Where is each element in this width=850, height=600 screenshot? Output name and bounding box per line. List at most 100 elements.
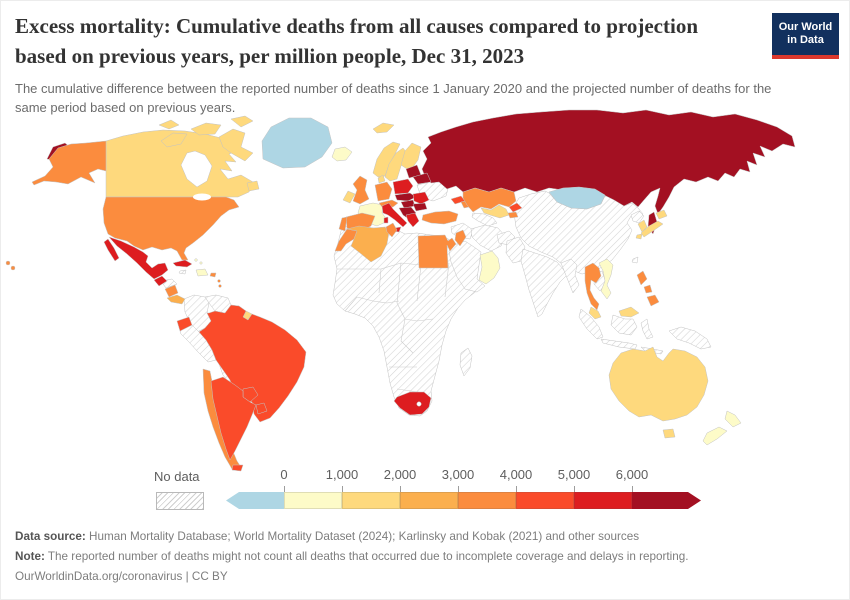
country-myanmar[interactable]: [560, 258, 580, 294]
legend-bin-5000_6000[interactable]: [574, 492, 632, 509]
country-russia[interactable]: [421, 109, 796, 215]
country-united-kingdom[interactable]: [352, 175, 370, 205]
country-japan-kyushu[interactable]: [635, 233, 643, 240]
country-czechia-slovakia[interactable]: [394, 192, 417, 202]
country-italy[interactable]: [381, 202, 408, 228]
country-germany[interactable]: [374, 181, 393, 202]
country-mexico[interactable]: [108, 236, 169, 280]
country-south-korea[interactable]: [637, 219, 648, 233]
country-malaysia[interactable]: [588, 306, 602, 320]
country-belarus[interactable]: [412, 172, 432, 185]
country-algeria[interactable]: [346, 225, 390, 263]
country-iran[interactable]: [470, 224, 506, 252]
country-canada[interactable]: [105, 129, 254, 198]
legend-bin-above_6000[interactable]: [632, 492, 701, 509]
legend-bin-2000_3000[interactable]: [400, 492, 458, 509]
country-svalbard[interactable]: [372, 122, 395, 134]
country-puerto-rico[interactable]: [209, 272, 217, 278]
country-philippines-luzon[interactable]: [636, 270, 648, 286]
country-argentina-tdf[interactable]: [231, 464, 244, 472]
country-madagascar[interactable]: [459, 347, 473, 377]
country-mongolia[interactable]: [548, 186, 606, 210]
country-kyrgyzstan[interactable]: [508, 202, 523, 213]
country-sub-saharan-africa[interactable]: [332, 224, 483, 417]
country-ecuador[interactable]: [176, 316, 193, 332]
country-indonesia-java[interactable]: [600, 338, 638, 350]
country-saudi-arabia[interactable]: [448, 240, 486, 293]
country-papua-new-guinea[interactable]: [668, 326, 712, 350]
country-kazakhstan[interactable]: [462, 187, 517, 213]
country-israel-lebanon[interactable]: [454, 229, 467, 247]
country-ireland[interactable]: [342, 190, 356, 204]
country-denmark[interactable]: [377, 174, 386, 184]
country-bahamas-2[interactable]: [199, 261, 203, 265]
country-canada-arctic-3[interactable]: [218, 128, 254, 162]
country-australia[interactable]: [608, 346, 709, 422]
country-poland[interactable]: [392, 178, 414, 195]
country-guatemala[interactable]: [153, 275, 168, 287]
country-brazil[interactable]: [198, 304, 307, 423]
citation-line[interactable]: OurWorldinData.org/coronavirus | CC BY: [15, 570, 228, 583]
country-tunisia[interactable]: [385, 222, 398, 238]
country-new-zealand-south[interactable]: [702, 426, 728, 446]
country-turkey[interactable]: [421, 210, 459, 225]
great-lakes: [193, 193, 211, 201]
country-malaysia-borneo[interactable]: [618, 306, 640, 318]
country-greece[interactable]: [405, 212, 420, 228]
legend-bin-3000_4000[interactable]: [458, 492, 516, 509]
country-argentina[interactable]: [210, 376, 257, 461]
country-jamaica[interactable]: [178, 269, 187, 275]
country-lesser-antilles-2[interactable]: [218, 284, 222, 288]
owid-logo[interactable]: Our World in Data: [772, 13, 839, 59]
country-cuba[interactable]: [172, 259, 193, 268]
country-canada-arctic-2[interactable]: [190, 122, 222, 136]
country-australia-tasmania[interactable]: [662, 428, 676, 439]
country-indonesia-sulawesi[interactable]: [640, 318, 654, 340]
country-vietnam[interactable]: [598, 258, 614, 300]
country-new-zealand-north[interactable]: [724, 410, 742, 428]
country-philippines-visayas[interactable]: [643, 284, 653, 294]
country-canada-arctic-4[interactable]: [158, 119, 180, 130]
country-dominican-republic[interactable]: [195, 268, 209, 277]
country-tajikistan[interactable]: [507, 211, 519, 219]
country-indonesia-sumatra[interactable]: [578, 308, 604, 340]
country-hawaii-1[interactable]: [5, 260, 11, 266]
country-finland[interactable]: [400, 142, 422, 172]
country-japan-hokkaido[interactable]: [655, 209, 668, 220]
legend-bin-1000_2000[interactable]: [342, 492, 400, 509]
legend-no-data-swatch[interactable]: [156, 492, 204, 510]
country-oman-yemen[interactable]: [478, 250, 501, 285]
country-romania[interactable]: [412, 191, 430, 205]
country-hawaii-2[interactable]: [10, 265, 16, 271]
country-indonesia-borneo[interactable]: [610, 314, 638, 336]
country-bulgaria[interactable]: [412, 202, 428, 212]
country-portugal[interactable]: [338, 216, 348, 232]
lesotho-hole: [416, 401, 422, 407]
country-greenland[interactable]: [261, 117, 333, 169]
country-taiwan[interactable]: [631, 256, 639, 264]
country-canada-arctic-5[interactable]: [230, 115, 254, 128]
country-thailand[interactable]: [584, 262, 602, 311]
country-italy-sardinia[interactable]: [383, 216, 389, 224]
country-united-states[interactable]: [102, 196, 240, 261]
country-north-korea[interactable]: [630, 210, 645, 224]
country-nicaragua[interactable]: [164, 284, 179, 298]
country-south-africa[interactable]: [393, 391, 432, 416]
country-japan-honshu[interactable]: [640, 220, 664, 238]
country-india[interactable]: [520, 248, 568, 318]
country-uruguay[interactable]: [255, 402, 268, 415]
country-philippines-mindanao[interactable]: [646, 294, 660, 307]
country-canada-arctic-1[interactable]: [160, 132, 188, 148]
country-egypt[interactable]: [417, 234, 457, 269]
country-canada-newfoundland[interactable]: [246, 180, 260, 192]
country-costa-rica-panama[interactable]: [166, 294, 186, 305]
legend-bin-0_1000[interactable]: [284, 492, 342, 509]
country-alaska[interactable]: [31, 140, 107, 186]
country-bahamas-1[interactable]: [194, 258, 198, 262]
country-turkmenistan[interactable]: [471, 212, 498, 227]
country-mexico-baja[interactable]: [103, 238, 120, 262]
legend-bin-4000_5000[interactable]: [516, 492, 574, 509]
legend-bin-below_0[interactable]: [226, 492, 284, 509]
country-iceland[interactable]: [331, 146, 353, 162]
country-lesser-antilles-1[interactable]: [217, 279, 221, 283]
